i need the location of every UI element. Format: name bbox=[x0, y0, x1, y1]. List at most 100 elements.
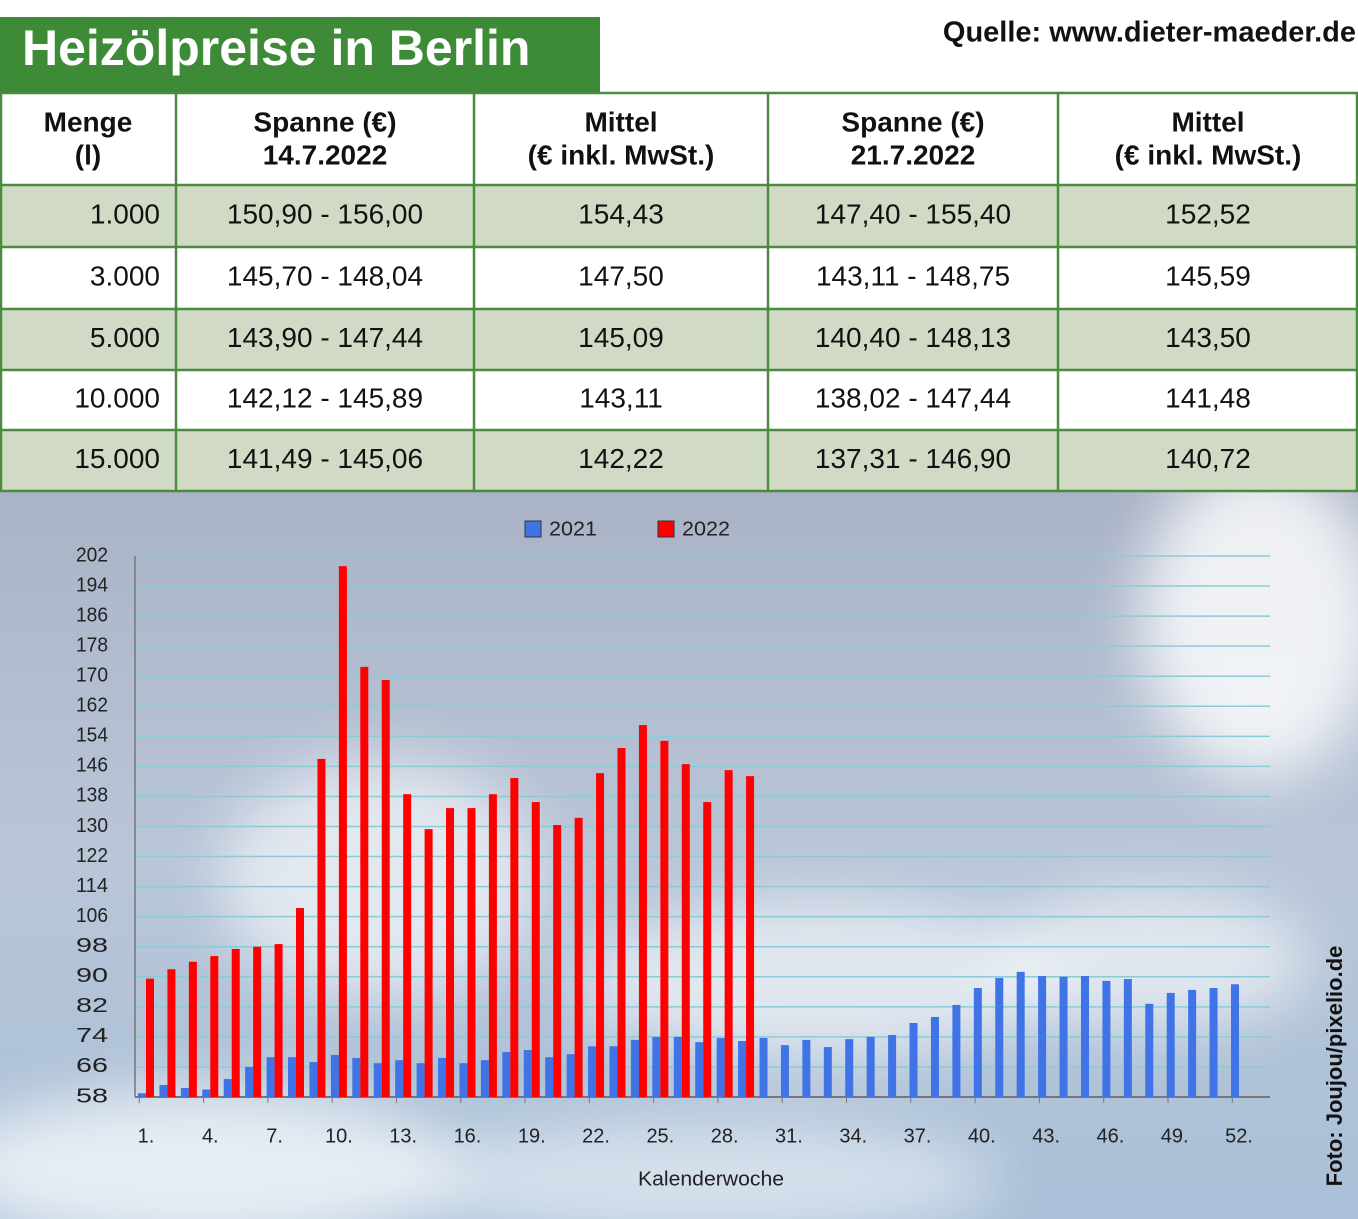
y-tick-label: 122 bbox=[76, 845, 108, 867]
bar bbox=[638, 725, 647, 1097]
y-tick-label: 74 bbox=[76, 1025, 108, 1047]
table-cell: 10.000 bbox=[74, 382, 160, 413]
table-row bbox=[0, 309, 1358, 370]
bar bbox=[888, 1035, 897, 1097]
table-cell: 145,70 - 148,04 bbox=[227, 260, 423, 291]
bar bbox=[510, 778, 519, 1097]
column-header: (€ inkl. MwSt.) bbox=[1115, 139, 1302, 170]
bar bbox=[245, 1066, 254, 1097]
bar bbox=[845, 1039, 854, 1097]
table-cell: 145,09 bbox=[578, 322, 664, 353]
x-tick-label: 52. bbox=[1225, 1125, 1253, 1147]
bar bbox=[909, 1022, 918, 1097]
bar bbox=[588, 1046, 597, 1097]
bar bbox=[630, 1039, 639, 1097]
bar bbox=[1038, 976, 1047, 1097]
x-tick-label: 28. bbox=[711, 1125, 739, 1147]
bar bbox=[1145, 1003, 1154, 1097]
bar bbox=[553, 824, 562, 1097]
table-cell: 140,72 bbox=[1165, 443, 1251, 474]
y-tick-label: 186 bbox=[76, 604, 108, 626]
table-cell: 142,22 bbox=[578, 443, 664, 474]
column-header: Menge bbox=[44, 106, 133, 137]
bar bbox=[373, 1063, 382, 1097]
bar bbox=[609, 1046, 618, 1097]
bar bbox=[617, 747, 626, 1097]
table-row bbox=[0, 370, 1358, 430]
y-tick-label: 178 bbox=[76, 634, 108, 656]
bar bbox=[574, 817, 583, 1097]
bar bbox=[1209, 988, 1218, 1097]
column-header: Mittel bbox=[584, 106, 657, 137]
x-tick-label: 4. bbox=[202, 1125, 219, 1147]
bar bbox=[274, 944, 283, 1097]
y-tick-label: 98 bbox=[76, 935, 108, 957]
y-tick-label: 114 bbox=[76, 875, 108, 897]
table-cell: 1.000 bbox=[90, 198, 160, 229]
bar bbox=[309, 1062, 318, 1097]
x-axis-label: Kalenderwoche bbox=[638, 1168, 784, 1190]
bar bbox=[1231, 984, 1239, 1097]
table-cell: 141,48 bbox=[1165, 382, 1251, 413]
bar bbox=[266, 1057, 275, 1097]
y-tick-label: 194 bbox=[76, 574, 108, 596]
table-cell: 152,52 bbox=[1165, 198, 1251, 229]
column-header: 21.7.2022 bbox=[851, 139, 976, 170]
x-tick-label: 7. bbox=[266, 1125, 283, 1147]
bar bbox=[759, 1038, 768, 1097]
x-tick-label: 40. bbox=[968, 1125, 996, 1147]
bar bbox=[296, 908, 305, 1097]
chart: 58 66 74 82 90 98 106 114 122 130 138 146 154 162 170 1… bbox=[76, 518, 1270, 1190]
photo-background bbox=[0, 460, 1358, 1219]
bar bbox=[802, 1039, 811, 1097]
y-tick-label: 106 bbox=[76, 905, 108, 927]
bar bbox=[180, 1087, 189, 1097]
bar bbox=[780, 1045, 789, 1097]
column-header: (l) bbox=[75, 139, 101, 170]
x-tick-label: 49. bbox=[1161, 1125, 1189, 1147]
y-tick-label: 82 bbox=[76, 995, 108, 1017]
x-tick-label: 1. bbox=[138, 1125, 155, 1147]
bar bbox=[381, 679, 390, 1097]
bar bbox=[695, 1042, 704, 1097]
column-header: Spanne (€) bbox=[253, 106, 396, 137]
table-cell: 143,11 - 148,75 bbox=[816, 260, 1010, 291]
y-tick-label: 170 bbox=[76, 665, 108, 687]
y-tick-label: 130 bbox=[76, 815, 108, 837]
bar bbox=[596, 773, 605, 1097]
bar bbox=[459, 1063, 468, 1097]
bar bbox=[446, 808, 455, 1097]
bar bbox=[253, 946, 262, 1097]
table-cell: 140,40 - 148,13 bbox=[815, 322, 1011, 353]
bar bbox=[1016, 971, 1025, 1097]
bar bbox=[1166, 992, 1175, 1097]
bar bbox=[660, 740, 669, 1097]
y-tick-label: 146 bbox=[76, 755, 108, 777]
bar bbox=[424, 829, 433, 1097]
table-cell: 3.000 bbox=[90, 260, 160, 291]
table-cell: 138,02 - 147,44 bbox=[815, 382, 1011, 413]
bar bbox=[566, 1054, 575, 1097]
bar bbox=[188, 961, 197, 1097]
bar bbox=[210, 956, 219, 1097]
table-cell: 147,40 - 155,40 bbox=[815, 198, 1011, 229]
column-header: 14.7.2022 bbox=[263, 139, 388, 170]
bar bbox=[360, 666, 369, 1097]
bar bbox=[531, 802, 540, 1097]
table-cell: 145,59 bbox=[1165, 260, 1251, 291]
bar bbox=[1059, 976, 1068, 1097]
title-box bbox=[0, 17, 600, 93]
y-tick-label: 202 bbox=[76, 544, 108, 566]
x-tick-label: 31. bbox=[775, 1125, 803, 1147]
bar bbox=[866, 1036, 875, 1097]
bar bbox=[438, 1057, 447, 1097]
y-tick-label: 162 bbox=[76, 695, 108, 717]
column-header: (€ inkl. MwSt.) bbox=[528, 139, 715, 170]
bar bbox=[523, 1050, 532, 1097]
legend-label: 2022 bbox=[682, 518, 730, 540]
x-tick-label: 19. bbox=[518, 1125, 546, 1147]
bar bbox=[167, 969, 176, 1097]
x-tick-label: 13. bbox=[389, 1125, 417, 1147]
bar bbox=[467, 808, 476, 1097]
